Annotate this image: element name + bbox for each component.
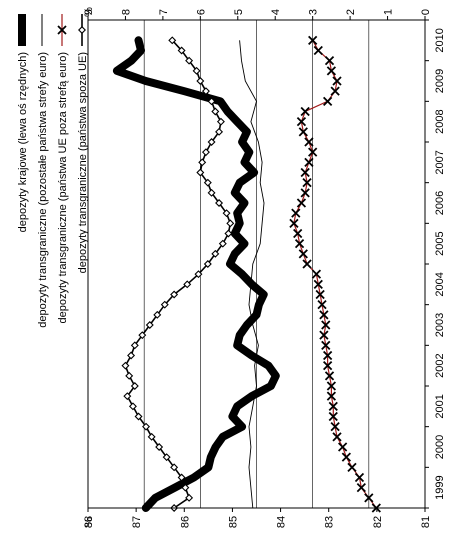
right-axis-tick-label: 5 — [233, 9, 245, 15]
x-tick-label: 2005 — [434, 231, 446, 255]
legend-label: depozyty transgraniczne (państwa UE poza… — [57, 52, 69, 323]
legend-label: depozyty transgraniczne (państwa spoza U… — [77, 52, 89, 273]
series-4-point — [128, 352, 134, 358]
left-axis-tick-label: 86 — [179, 516, 191, 528]
series-3-point — [314, 47, 322, 55]
series-3-point — [303, 260, 311, 268]
x-tick-label: 2000 — [434, 435, 446, 459]
series-3-point — [299, 250, 307, 258]
series-4-point — [227, 220, 233, 226]
series-4-point — [212, 108, 218, 114]
left-axis-tick-label: 81 — [420, 516, 432, 528]
legend-marker — [79, 27, 85, 33]
series-3-point — [305, 158, 313, 166]
series-3-point — [301, 108, 309, 116]
series-4-point — [203, 149, 209, 155]
x-tick-label: 2008 — [434, 109, 446, 133]
left-axis-tick-label: 87 — [131, 516, 143, 528]
right-axis-unit: % — [83, 7, 95, 17]
right-axis-tick-label: 6 — [195, 9, 207, 15]
right-axis-tick-label: 0 — [420, 9, 432, 15]
right-axis-tick-label: 2 — [345, 9, 357, 15]
left-axis-tick-label: 85 — [227, 516, 239, 528]
right-axis-tick-label: 4 — [270, 9, 282, 15]
x-tick-label: 2003 — [434, 313, 446, 337]
series-4-point — [122, 362, 128, 368]
series-3-point — [297, 199, 305, 207]
legend: depozyty krajowe (lewa oś rzędnych) depoz… — [17, 14, 89, 328]
series-layer — [117, 36, 380, 512]
right-axis-tick-label: 3 — [308, 9, 320, 15]
right-axis-tick-label: 7 — [158, 9, 170, 15]
x-tick-label: 2006 — [434, 191, 446, 215]
legend-label: depozyty krajowe (lewa oś rzędnych) — [17, 52, 29, 232]
x-tick-label: 2002 — [434, 353, 446, 377]
series-4-point — [218, 118, 224, 124]
left-axis-tick-label: 82 — [372, 516, 384, 528]
axes: 1999 2000 2001 2002 2003 2004 2005 2006 2007 2008… — [83, 7, 446, 528]
series-3-point — [342, 453, 350, 461]
series-3-point — [339, 443, 347, 451]
series-4-point — [199, 159, 205, 165]
series-4-point — [225, 230, 231, 236]
series-4-point — [130, 403, 136, 409]
left-axis-unit: % — [83, 517, 95, 527]
series-3-point — [305, 138, 313, 146]
x-tick-label: 1999 — [434, 475, 446, 499]
series-3-point — [348, 463, 356, 471]
series-3-point — [324, 97, 332, 105]
right-axis-tick-label: 1 — [383, 9, 395, 15]
series-4-point — [126, 373, 132, 379]
x-tick-label: 2001 — [434, 394, 446, 418]
x-tick-label: 2004 — [434, 272, 446, 296]
series-4-point — [197, 78, 203, 84]
left-axis-tick-label: 83 — [324, 516, 336, 528]
right-axis-tick-label: 8 — [120, 9, 132, 15]
legend-label: depozyty transgraniczne (pozostałe państ… — [37, 52, 49, 328]
x-tick-label: 2007 — [434, 150, 446, 174]
x-tick-label: 2010 — [434, 28, 446, 52]
left-axis-tick-label: 84 — [276, 516, 288, 528]
x-tick-label: 2009 — [434, 69, 446, 93]
